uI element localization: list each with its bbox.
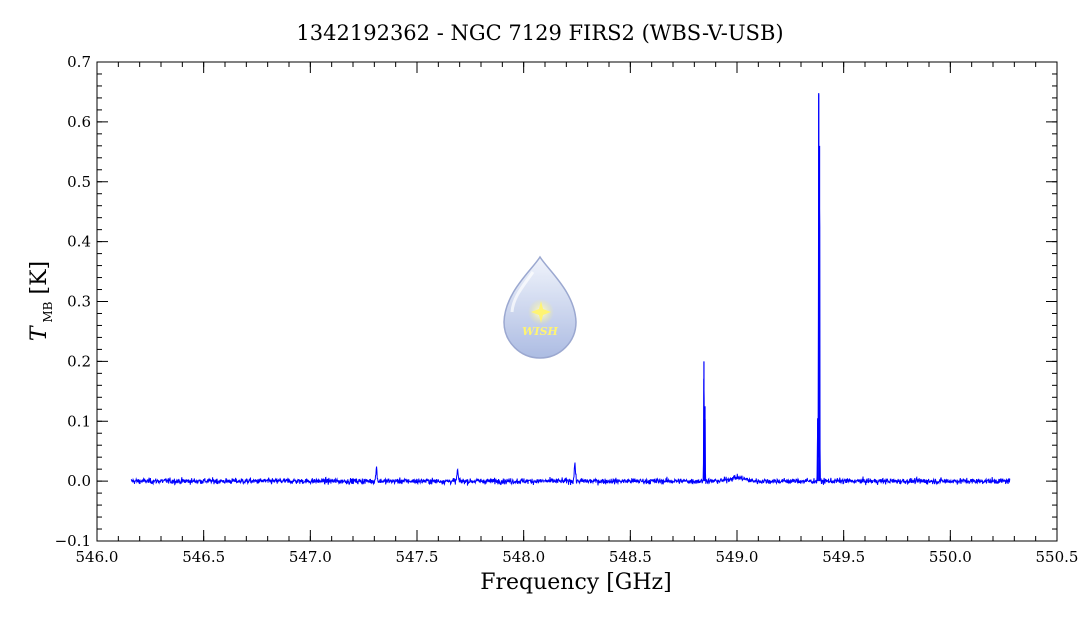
axes: 546.0 546.5 547.0 547.5 548.0 548.5 549.0 549.5… bbox=[55, 53, 1079, 566]
y-tick-label: −0.1 bbox=[55, 532, 91, 550]
y-axis-label-sub: MB bbox=[41, 301, 55, 326]
x-tick-label: 547.5 bbox=[396, 548, 439, 566]
x-axis-label: Frequency [GHz] bbox=[480, 570, 672, 595]
chart-title: 1342192362 - NGC 7129 FIRS2 (WBS-V-USB) bbox=[296, 21, 783, 45]
plot-frame bbox=[96, 61, 1058, 542]
wish-logo-text: WISH bbox=[522, 325, 558, 338]
spectrum-line bbox=[130, 94, 1011, 487]
y-tick-label: 0.7 bbox=[67, 53, 91, 71]
x-tick-label: 549.5 bbox=[822, 548, 865, 566]
y-tick-label: 0.4 bbox=[67, 233, 91, 251]
x-tick-label: 548.0 bbox=[502, 548, 545, 566]
y-tick-label: 0.1 bbox=[67, 412, 91, 430]
x-tick-label: 546.0 bbox=[76, 548, 119, 566]
y-tick-label: 0.6 bbox=[67, 113, 91, 131]
wish-logo: WISH bbox=[503, 255, 577, 359]
y-tick-label: 0.2 bbox=[67, 352, 91, 370]
y-tick-label: 0.0 bbox=[67, 472, 91, 490]
x-tick-label: 546.5 bbox=[182, 548, 225, 566]
y-axis-label-unit: [K] bbox=[27, 261, 52, 302]
y-tick-label: 0.5 bbox=[67, 173, 91, 191]
data-series bbox=[130, 93, 1011, 487]
x-tick-label: 547.0 bbox=[289, 548, 332, 566]
x-tick-label: 549.0 bbox=[716, 548, 759, 566]
y-axis-label: T MB [K] bbox=[27, 261, 55, 341]
x-tick-label: 548.5 bbox=[609, 548, 652, 566]
y-axis-label-main: T bbox=[27, 324, 52, 341]
x-tick-label: 550.0 bbox=[929, 548, 972, 566]
x-tick-label: 550.5 bbox=[1036, 548, 1079, 566]
y-tick-label: 0.3 bbox=[67, 293, 91, 311]
